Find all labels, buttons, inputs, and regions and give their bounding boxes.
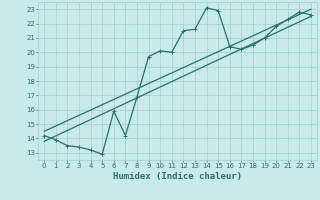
X-axis label: Humidex (Indice chaleur): Humidex (Indice chaleur) <box>113 172 242 181</box>
